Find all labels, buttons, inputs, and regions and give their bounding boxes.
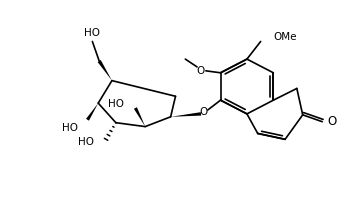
Text: HO: HO <box>84 28 100 38</box>
Text: O: O <box>200 107 208 117</box>
Text: O: O <box>327 115 336 128</box>
Polygon shape <box>86 103 98 121</box>
Polygon shape <box>171 112 201 117</box>
Polygon shape <box>134 107 145 127</box>
Text: HO: HO <box>78 137 94 147</box>
Text: O: O <box>197 66 205 76</box>
Text: OMe: OMe <box>273 32 297 42</box>
Text: HO: HO <box>62 123 78 133</box>
Polygon shape <box>98 60 112 81</box>
Text: HO: HO <box>108 99 124 109</box>
